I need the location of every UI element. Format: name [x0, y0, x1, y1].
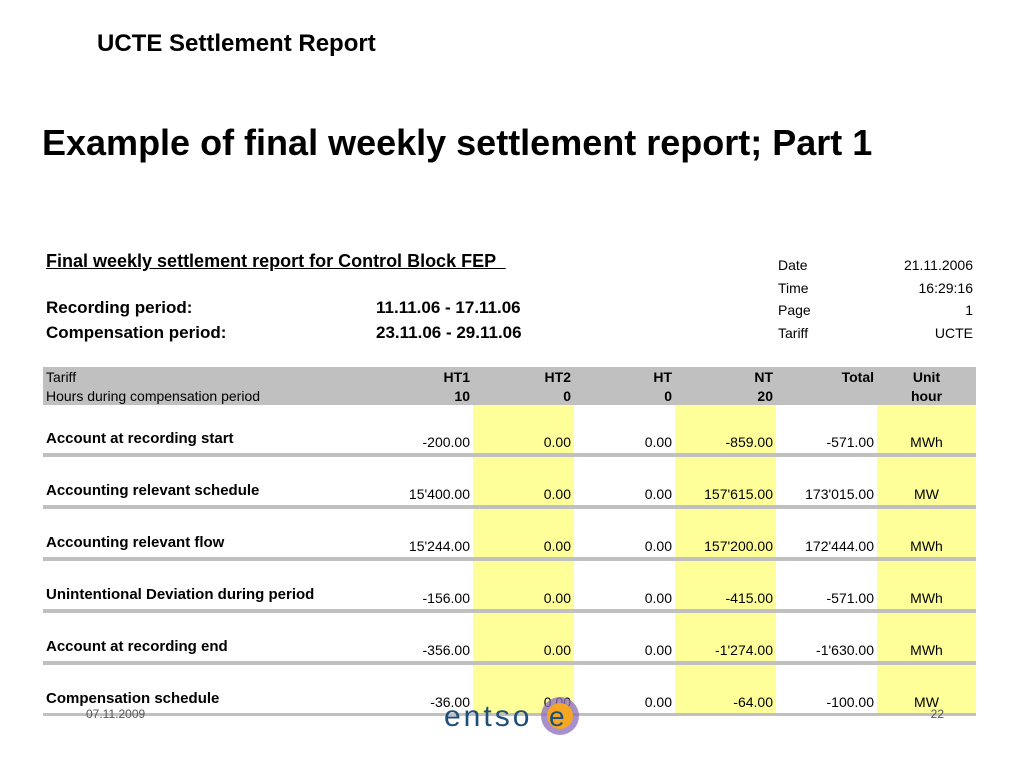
- cell-ht: 0.00: [574, 663, 675, 716]
- row-label: Accounting relevant flow: [43, 507, 373, 561]
- compensation-period-label: Compensation period:: [46, 323, 227, 342]
- header-nt: NT: [675, 367, 776, 386]
- tariff-label: Tariff: [778, 325, 809, 341]
- hours-ht: 0: [574, 386, 675, 405]
- cell-total: -571.00: [776, 559, 877, 613]
- recording-period-label: Recording period:: [46, 298, 193, 317]
- logo-letter-e: e: [549, 701, 565, 732]
- cell-ht: 0.00: [574, 559, 675, 613]
- cell-unit: MWh: [877, 559, 976, 613]
- page-label: Page: [778, 302, 811, 318]
- cell-ht2: 0.00: [473, 405, 574, 457]
- cell-ht: 0.00: [574, 611, 675, 665]
- table-row: Unintentional Deviation during period -1…: [43, 559, 976, 613]
- cell-ht: 0.00: [574, 507, 675, 561]
- cell-ht1: 15'244.00: [373, 507, 473, 561]
- cell-total: 173'015.00: [776, 455, 877, 509]
- entsoe-logo: entso e: [444, 697, 579, 735]
- row-label: Account at recording end: [43, 611, 373, 665]
- cell-ht2: 0.00: [473, 507, 574, 561]
- hours-nt: 20: [675, 386, 776, 405]
- hours-ht1: 10: [373, 386, 473, 405]
- header-ht1: HT1: [373, 367, 473, 386]
- header-unit: Unit: [877, 367, 976, 386]
- hours-total: [776, 386, 877, 405]
- cell-ht: 0.00: [574, 405, 675, 457]
- settlement-table: Tariff HT1 HT2 HT NT Total Unit Hours du…: [43, 367, 976, 716]
- cell-ht2: 0.00: [473, 455, 574, 509]
- row-label: Unintentional Deviation during period: [43, 559, 373, 613]
- report-title: Final weekly settlement report for Contr…: [46, 251, 506, 271]
- cell-nt: -415.00: [675, 559, 776, 613]
- tariff-value: UCTE: [934, 325, 973, 341]
- table-row: Compensation schedule -36.00 0.00 0.00 -…: [43, 663, 976, 716]
- date-value: 21.11.2006: [903, 257, 973, 273]
- header-ht2: HT2: [473, 367, 574, 386]
- page-value: 1: [965, 302, 973, 318]
- cell-unit: MW: [877, 455, 976, 509]
- date-label: Date: [778, 257, 808, 273]
- cell-ht2: 0.00: [473, 611, 574, 665]
- header-total: Total: [776, 367, 877, 386]
- footer-date: 07.11.2009: [86, 707, 146, 721]
- cell-total: -1'630.00: [776, 611, 877, 665]
- cell-ht1: -200.00: [373, 405, 473, 457]
- cell-total: 172'444.00: [776, 507, 877, 561]
- logo-circle-inner: [547, 703, 573, 729]
- footer-page-number: 22: [930, 707, 944, 721]
- cell-nt: -859.00: [675, 405, 776, 457]
- table-row: Accounting relevant schedule 15'400.00 0…: [43, 455, 976, 509]
- cell-nt: -1'274.00: [675, 611, 776, 665]
- hours-label: Hours during compensation period: [43, 386, 373, 405]
- cell-total: -571.00: [776, 405, 877, 457]
- cell-ht1: -356.00: [373, 611, 473, 665]
- table-hours-row: Hours during compensation period 10 0 0 …: [43, 386, 976, 405]
- logo-text: entso: [444, 700, 532, 733]
- cell-unit: MWh: [877, 507, 976, 561]
- cell-nt: -64.00: [675, 663, 776, 716]
- table-header-row: Tariff HT1 HT2 HT NT Total Unit: [43, 367, 976, 386]
- slide-header: UCTE Settlement Report: [97, 30, 376, 57]
- table-row: Account at recording end -356.00 0.00 0.…: [43, 611, 976, 665]
- cell-nt: 157'615.00: [675, 455, 776, 509]
- cell-ht1: -156.00: [373, 559, 473, 613]
- time-label: Time: [778, 280, 809, 296]
- row-label: Compensation schedule: [43, 663, 373, 716]
- header-tariff: Tariff: [43, 367, 373, 386]
- cell-total: -100.00: [776, 663, 877, 716]
- hours-ht2: 0: [473, 386, 574, 405]
- row-label: Accounting relevant schedule: [43, 455, 373, 509]
- compensation-period-value: 23.11.06 - 29.11.06: [376, 323, 522, 342]
- slide-title: Example of final weekly settlement repor…: [42, 122, 873, 163]
- cell-ht1: 15'400.00: [373, 455, 473, 509]
- cell-nt: 157'200.00: [675, 507, 776, 561]
- cell-ht: 0.00: [574, 455, 675, 509]
- table-row: Accounting relevant flow 15'244.00 0.00 …: [43, 507, 976, 561]
- row-label: Account at recording start: [43, 405, 373, 457]
- cell-ht2: 0.00: [473, 559, 574, 613]
- cell-ht1: -36.00: [373, 663, 473, 716]
- recording-period-value: 11.11.06 - 17.11.06: [376, 298, 521, 317]
- time-value: 16:29:16: [918, 280, 974, 296]
- hours-unit: hour: [877, 386, 976, 405]
- cell-unit: MWh: [877, 405, 976, 457]
- table-row: Account at recording start -200.00 0.00 …: [43, 405, 976, 457]
- cell-unit: MW: [877, 663, 976, 716]
- header-ht: HT: [574, 367, 675, 386]
- cell-unit: MWh: [877, 611, 976, 665]
